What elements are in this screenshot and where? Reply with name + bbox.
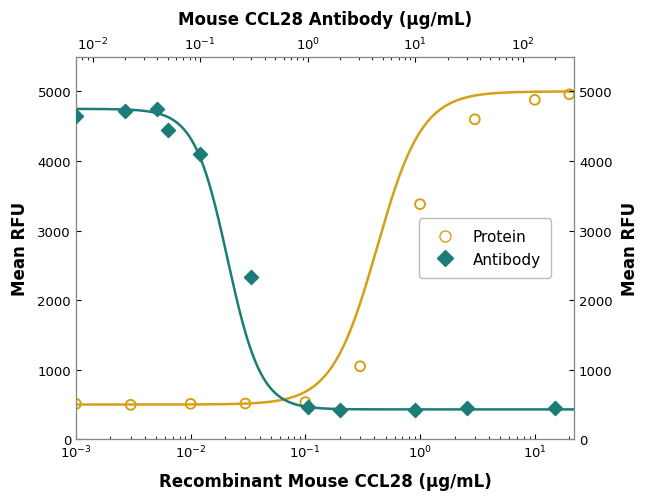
Point <box>462 404 472 412</box>
Point <box>469 116 480 124</box>
X-axis label: Mouse CCL28 Antibody (μg/mL): Mouse CCL28 Antibody (μg/mL) <box>178 11 472 29</box>
Point <box>71 113 81 121</box>
Point <box>335 406 345 414</box>
Point <box>355 363 365 371</box>
Point <box>530 97 540 105</box>
Point <box>71 400 81 408</box>
Point <box>185 400 196 408</box>
Y-axis label: Mean RFU: Mean RFU <box>11 201 29 296</box>
Point <box>550 404 560 412</box>
Legend: Protein, Antibody: Protein, Antibody <box>419 219 551 278</box>
Point <box>300 398 311 406</box>
Point <box>195 151 205 159</box>
Point <box>246 274 257 282</box>
Point <box>302 403 313 411</box>
Point <box>152 106 162 114</box>
Y-axis label: Mean RFU: Mean RFU <box>621 201 639 296</box>
X-axis label: Recombinant Mouse CCL28 (μg/mL): Recombinant Mouse CCL28 (μg/mL) <box>159 472 491 490</box>
Point <box>240 400 251 408</box>
Point <box>125 401 136 409</box>
Point <box>564 91 575 99</box>
Point <box>410 407 421 415</box>
Point <box>162 127 173 135</box>
Point <box>120 108 130 116</box>
Point <box>415 201 425 209</box>
